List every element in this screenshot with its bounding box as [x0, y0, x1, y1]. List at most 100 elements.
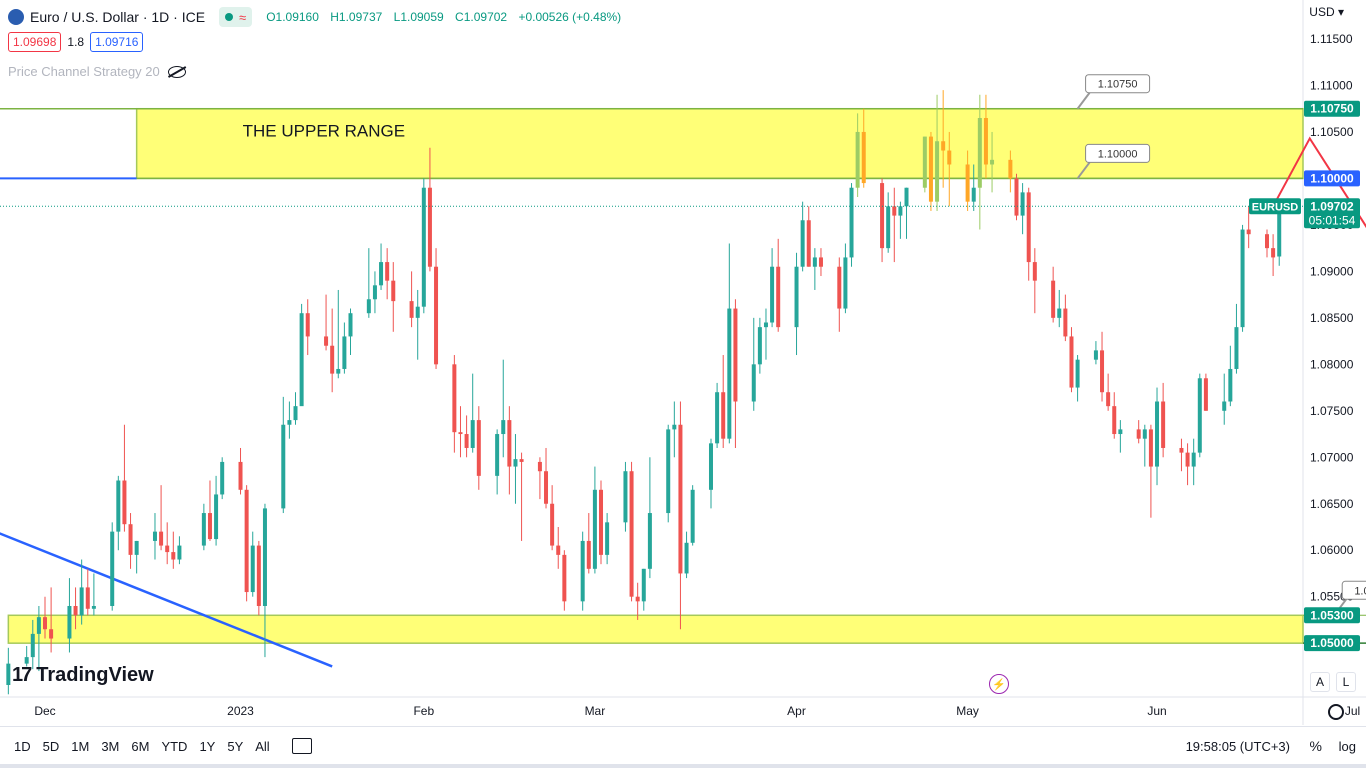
last-price-value: 1.09702: [1310, 199, 1354, 213]
candle-body: [165, 545, 170, 553]
candle-body: [1142, 429, 1147, 439]
y-tick-label: 1.08500: [1310, 311, 1354, 325]
tf-6m[interactable]: 6M: [131, 738, 150, 754]
auto-scale-button[interactable]: A: [1310, 672, 1330, 692]
tf-1y[interactable]: 1Y: [199, 738, 216, 754]
tf-5y[interactable]: 5Y: [227, 738, 244, 754]
hidden-eye-icon[interactable]: [167, 65, 186, 78]
tf-3m[interactable]: 3M: [101, 738, 120, 754]
candle-body: [880, 183, 885, 249]
indicator-legend[interactable]: Price Channel Strategy 20: [8, 64, 186, 79]
candle-body: [116, 480, 121, 532]
log-scale-button[interactable]: L: [1336, 672, 1356, 692]
candle-body: [800, 220, 805, 267]
candle-body: [214, 494, 219, 540]
x-tick-label: Apr: [787, 704, 806, 718]
y-tick-label: 1.11000: [1310, 78, 1353, 92]
settings-gear-icon[interactable]: [1328, 704, 1344, 720]
currency-selector[interactable]: USD ▾: [1309, 5, 1344, 19]
callout-box: [1341, 580, 1366, 600]
candle-body: [928, 136, 933, 202]
forecast-arrow-path: [1272, 136, 1366, 229]
candle-body: [586, 540, 591, 569]
clock-readout[interactable]: 19:58:05 (UTC+3): [1185, 738, 1290, 754]
candle-body: [935, 141, 940, 202]
candle-body: [409, 301, 414, 318]
candle-body: [1008, 159, 1013, 179]
candle-body: [293, 406, 298, 421]
candle-body: [134, 540, 139, 555]
candle-body: [666, 429, 671, 514]
candle-body: [501, 420, 506, 435]
candle-body: [372, 285, 377, 300]
candle-body: [1032, 262, 1037, 281]
candle-body: [519, 459, 524, 462]
candle-body: [965, 164, 970, 202]
candle-body: [837, 266, 842, 309]
y-tick-label: 1.10500: [1310, 125, 1354, 139]
tf-1m[interactable]: 1M: [71, 738, 90, 754]
tf-5d[interactable]: 5D: [42, 738, 60, 754]
ohlc-change: +0.00526 (+0.48%): [518, 10, 622, 24]
tf-all[interactable]: All: [255, 738, 270, 754]
candle-body: [592, 489, 597, 569]
percent-scale-button[interactable]: %: [1309, 738, 1322, 754]
market-status-pill[interactable]: ≈: [219, 7, 253, 27]
candle-body: [1051, 280, 1056, 318]
candle-body: [599, 489, 604, 555]
tf-1d[interactable]: 1D: [14, 738, 31, 754]
date-range-calendar-icon[interactable]: [291, 738, 312, 754]
bottom-toolbar: 1D 5D 1M 3M 6M YTD 1Y 5Y All 19:58:05 (U…: [0, 726, 1366, 765]
candle-body: [207, 513, 212, 540]
candle-body: [556, 545, 561, 555]
candle-body: [24, 657, 29, 664]
candle-body: [721, 392, 726, 439]
candle-body: [336, 368, 341, 374]
down-trendline: [0, 532, 333, 668]
symbol-title[interactable]: Euro / U.S. Dollar · 1D · ICE: [30, 9, 206, 25]
candle-body: [678, 424, 683, 574]
symbol-tag: [1249, 198, 1301, 215]
candle-body: [79, 587, 84, 616]
x-tick-label: Jul: [1345, 704, 1360, 718]
candle-body: [1136, 429, 1141, 439]
y-tick-label: 1.07500: [1310, 404, 1354, 418]
candle-body: [641, 568, 646, 602]
candle-body: [379, 262, 384, 286]
candle-body: [1234, 327, 1239, 369]
ohlc-close: C1.09702: [455, 10, 508, 24]
y-tick-label: 1.11500: [1310, 32, 1353, 46]
candle-body: [990, 159, 995, 165]
candle-body: [1075, 359, 1080, 388]
candle-body: [763, 322, 768, 328]
sell-price-button[interactable]: 1.09698: [8, 32, 62, 52]
candle-body: [250, 545, 255, 593]
price-tag: [1304, 170, 1360, 187]
candle-body: [733, 308, 738, 402]
buy-price-button[interactable]: 1.09716: [90, 32, 144, 52]
candle-body: [1155, 401, 1160, 467]
callout-box: [1085, 143, 1151, 163]
tf-ytd[interactable]: YTD: [161, 738, 188, 754]
events-bolt-icon[interactable]: ⚡: [989, 674, 1009, 694]
candle-body: [537, 461, 542, 472]
candle-body: [635, 596, 640, 602]
x-tick-label: Mar: [585, 704, 606, 718]
candle-body: [91, 605, 96, 609]
candle-body: [727, 308, 732, 439]
candle-body: [941, 141, 946, 151]
candle-body: [861, 131, 866, 184]
candle-body: [177, 545, 182, 560]
y-tick-label: 1.09000: [1310, 264, 1354, 278]
candle-body: [427, 187, 432, 267]
log-toggle-button[interactable]: log: [1338, 738, 1356, 754]
candle-body: [977, 118, 982, 188]
x-tick-label: Jun: [1147, 704, 1166, 718]
candle-body: [36, 617, 41, 634]
callout-pointer: [1076, 161, 1091, 180]
candle-body: [794, 266, 799, 328]
candle-body: [476, 420, 481, 476]
candle-body: [684, 542, 689, 574]
bottom-edge: [0, 764, 1366, 768]
